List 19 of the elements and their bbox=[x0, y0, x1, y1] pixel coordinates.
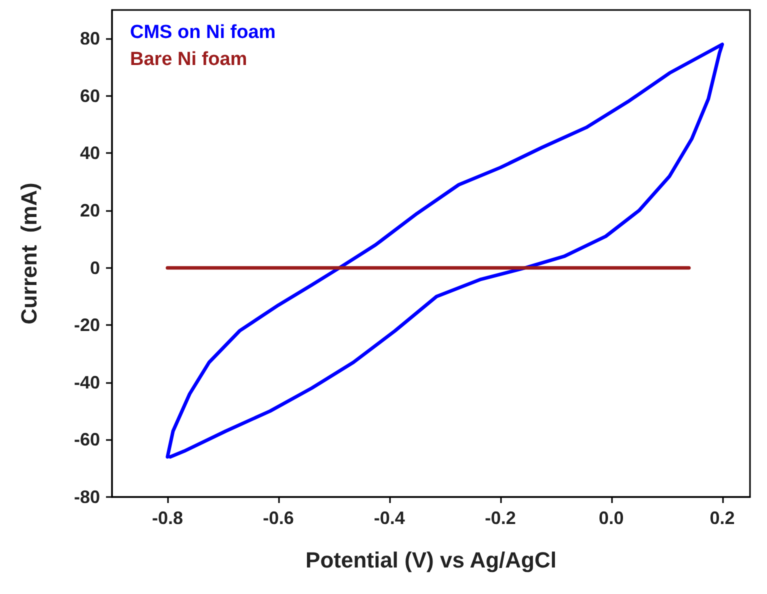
y-axis-title: Current (mA) bbox=[16, 182, 42, 324]
y-tick-label: 40 bbox=[80, 143, 100, 164]
x-tick-label: -0.6 bbox=[262, 508, 294, 528]
y-tick-label: 60 bbox=[80, 86, 100, 106]
y-tick-label: 20 bbox=[80, 200, 100, 221]
x-tick-label: 0.2 bbox=[710, 508, 735, 528]
y-tick-label: -80 bbox=[74, 487, 100, 507]
y-tick-label: 80 bbox=[80, 28, 100, 49]
y-tick-label: 0 bbox=[90, 258, 100, 278]
y-tick-label: -40 bbox=[74, 372, 100, 392]
x-tick-label: 0.0 bbox=[598, 508, 624, 528]
x-axis-title: Potential (V) vs Ag/AgCl bbox=[306, 548, 556, 572]
x-tick-label: -0.8 bbox=[152, 508, 183, 528]
y-tick-label: -60 bbox=[74, 430, 100, 450]
text: CMS on Ni foam bbox=[130, 22, 276, 43]
y-tick-label: -20 bbox=[74, 315, 100, 336]
x-tick-label: -0.4 bbox=[374, 508, 405, 528]
text: Bare Ni foam bbox=[130, 49, 248, 70]
x-tick-label: -0.2 bbox=[484, 508, 516, 528]
